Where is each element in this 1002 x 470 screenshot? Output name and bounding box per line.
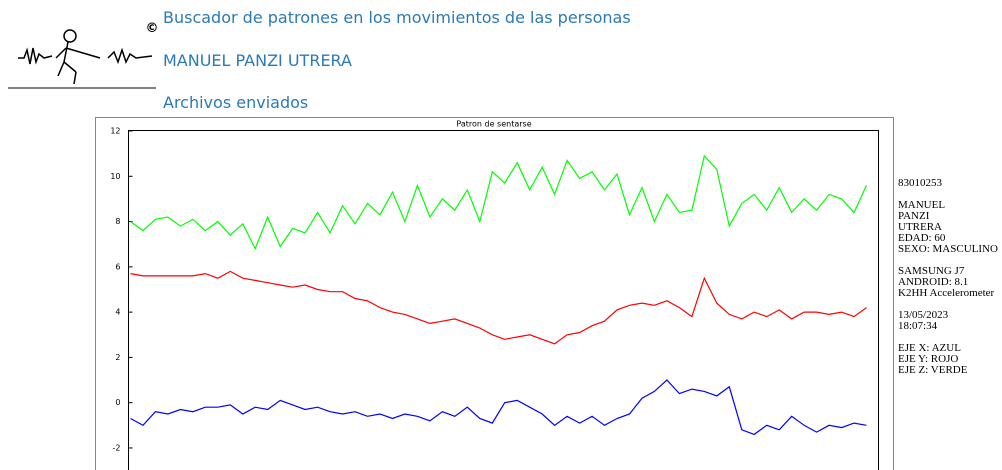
info-line: EJE Z: VERDE <box>898 365 998 376</box>
info-line: K2HH Accelerometer <box>898 288 998 299</box>
y-tick-label: 12 <box>110 127 120 136</box>
info-line: 18:07:34 <box>898 321 998 332</box>
y-tick-label: 0 <box>115 398 120 407</box>
site-title: Buscador de patrones en los movimientos … <box>163 8 631 27</box>
chart-frame <box>96 118 894 470</box>
user-name: MANUEL PANZI UTRERA <box>163 51 352 70</box>
y-tick-label: 2 <box>115 353 120 362</box>
info-line: 83010253 <box>898 178 998 189</box>
series-line <box>131 380 867 434</box>
y-tick-label: 10 <box>110 172 120 181</box>
y-tick-label: -2 <box>113 443 121 452</box>
y-tick-label: 4 <box>115 308 120 317</box>
plot-area <box>129 131 879 470</box>
page: {"header": {"title": "Buscador de patron… <box>0 0 1002 470</box>
svg-text:©: © <box>146 21 159 36</box>
info-line: SEXO: MASCULINO <box>898 244 998 255</box>
logo: © <box>0 0 160 92</box>
chart-title: Patron de sentarse <box>456 120 531 129</box>
series-line <box>131 156 867 249</box>
series-line <box>131 271 867 343</box>
section-link[interactable]: Archivos enviados <box>163 93 308 112</box>
y-tick-label: 6 <box>115 262 120 271</box>
y-tick-label: 8 <box>115 217 120 226</box>
